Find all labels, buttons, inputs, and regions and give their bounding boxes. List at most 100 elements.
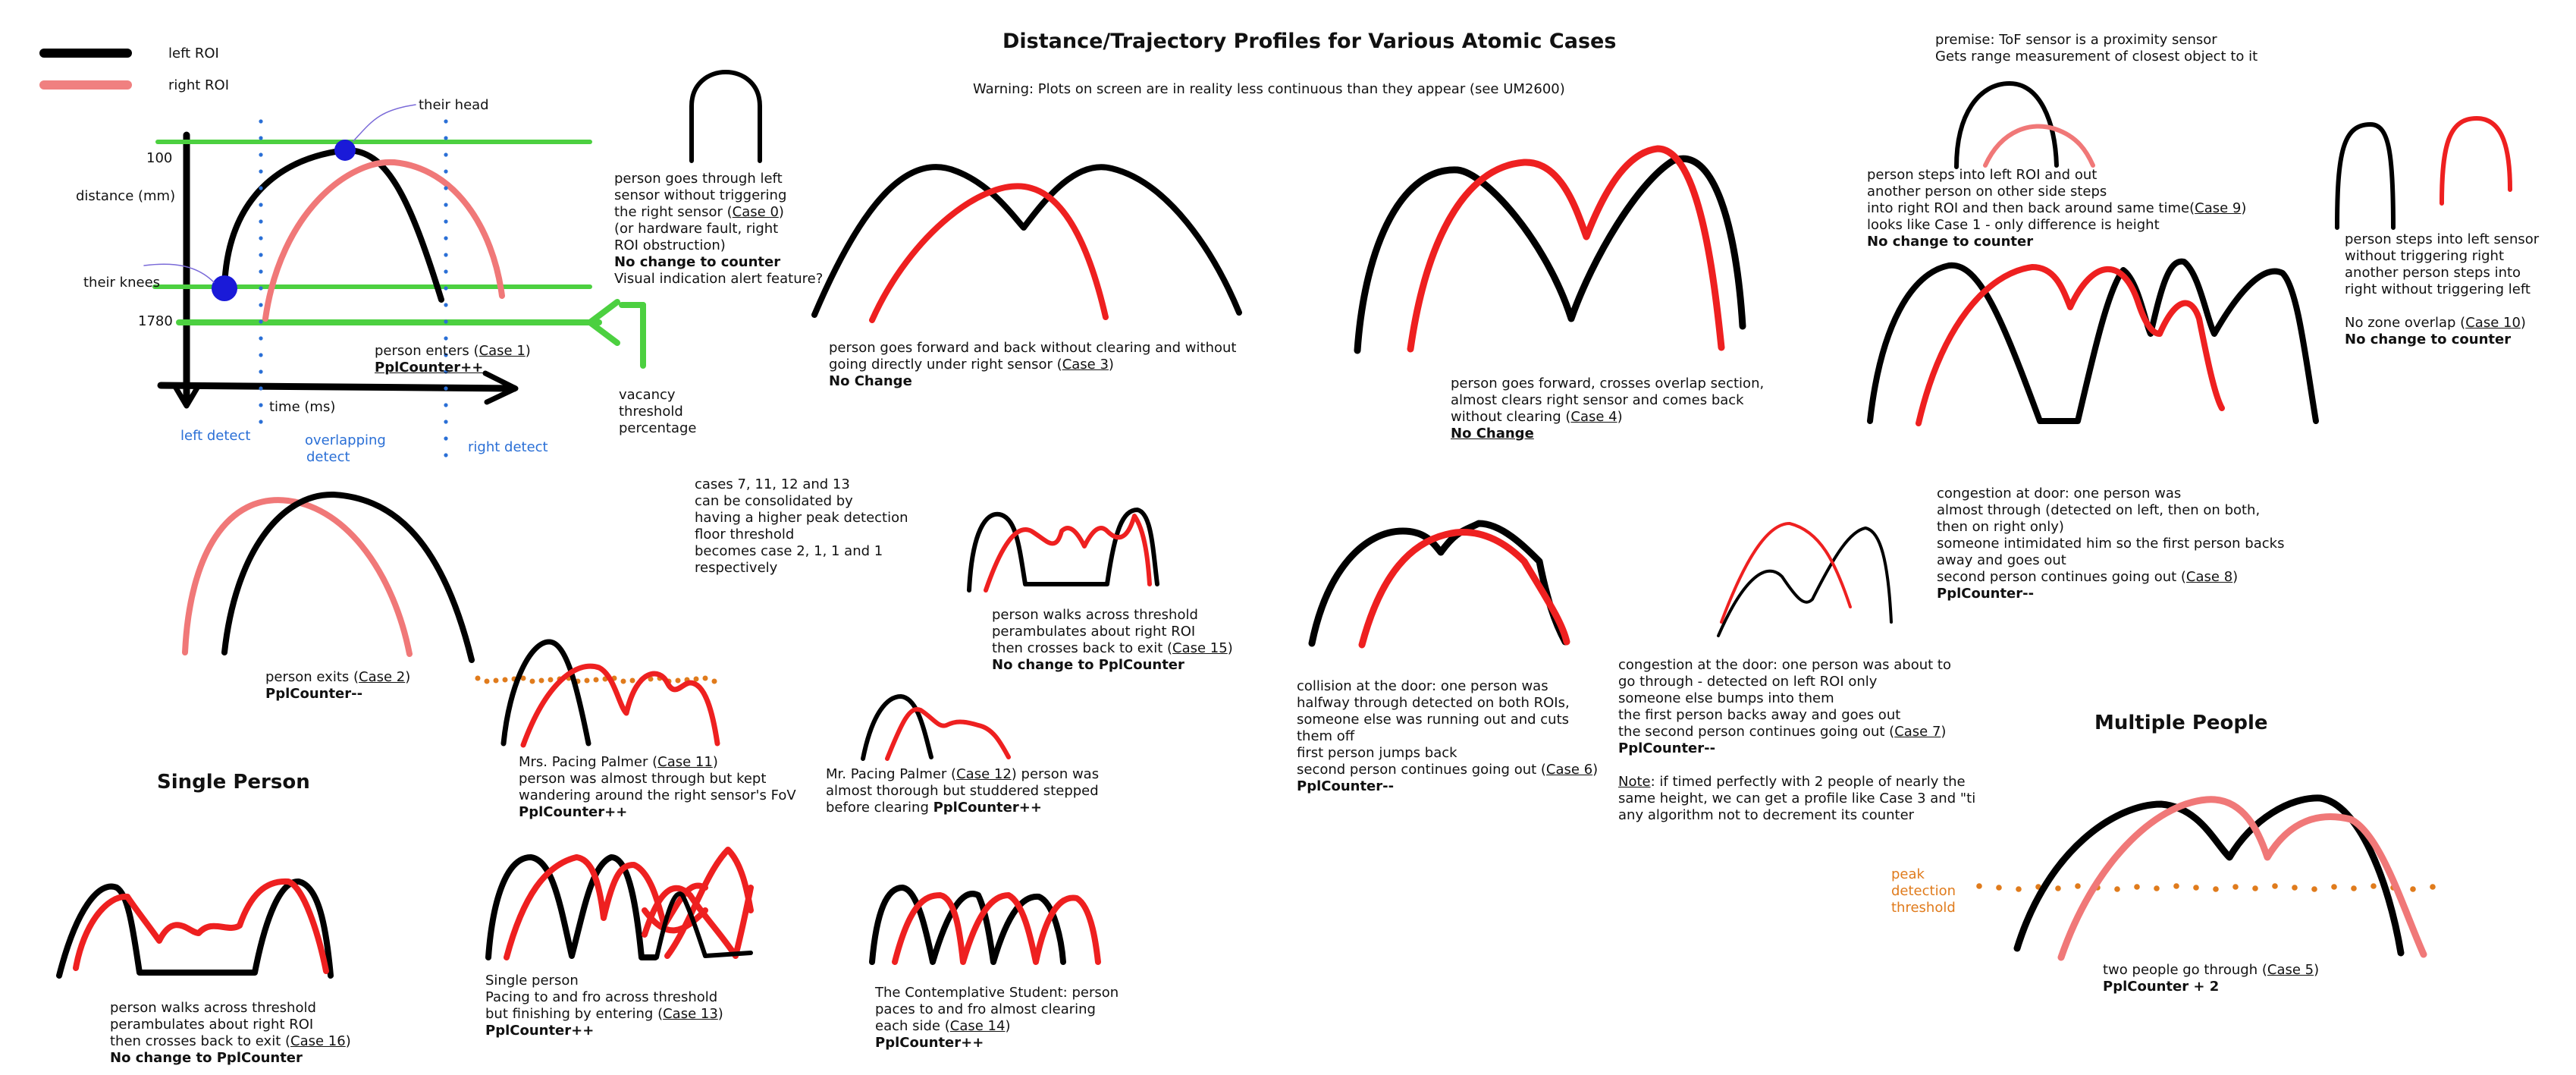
left-detect-dot [259,336,263,341]
vacancy-arrowhead [587,299,620,346]
c10-close: ) [2520,315,2526,331]
c14-l2: paces to and fro almost clearing [875,1001,1096,1017]
c3-close: ) [1108,357,1114,372]
c8-case: Case 8 [2185,569,2233,585]
case13-black-curve [485,854,658,960]
case11-threshold-dot [675,677,681,684]
case5-threshold-dot [2272,883,2278,889]
c0-l6: Visual indication alert feature? [614,271,824,287]
case10-red-curve [2440,116,2512,206]
c15-l3: then crosses back to exit ( [992,640,1173,656]
case11-threshold-dot [620,678,626,684]
c8-l1: congestion at door: one person was [1937,486,2182,501]
case3-black-curve [811,164,1242,318]
case5-threshold-dot [2173,883,2179,889]
cons-l2: can be consolidated by [695,493,853,509]
pt-l1: peak [1891,866,1925,882]
case5-threshold-dot [2410,886,2416,892]
c0-close: ) [778,204,784,220]
c14-l1: The Contemplative Student: person [875,985,1119,1001]
case12-red-curve [885,707,1011,761]
case15-black-curve [967,508,1159,593]
c11-case: Case 11 [657,754,713,770]
c15-l1: person walks across threshold [992,607,1198,623]
case11-threshold-dot [493,677,499,684]
case11-threshold-dot [520,675,526,681]
c7-case: Case 7 [1894,724,1941,740]
c7-l3: someone else bumps into them [1618,690,1834,706]
c7-l2: go through - detected on left ROI only [1618,674,1878,690]
legend-right-label: right ROI [168,77,229,93]
c16-close: ) [345,1033,351,1049]
c16-l2: perambulates about right ROI [110,1017,314,1033]
c7-note-label: Note [1618,774,1651,790]
c7-close: ) [1941,724,1947,740]
right-detect-dot [444,336,448,341]
case3-red-curve [869,183,1109,323]
c4-l3: without clearing ( [1451,409,1571,425]
c13-result: PplCounter++ [485,1023,595,1039]
c15-case: Case 15 [1172,640,1228,656]
right-detect-dot [444,436,448,441]
right-detect-dot [444,353,448,357]
left-detect-dot [259,119,263,124]
case5-threshold-dot [2252,885,2258,891]
c3-result: No Change [829,373,912,389]
cons-l1: cases 7, 11, 12 and 13 [695,476,850,492]
c1-result: PplCounter++ [375,360,484,376]
c13-l1: Single person [485,973,579,989]
right-detect-dot [444,303,448,307]
left-detect-dot [259,136,263,140]
case4-black-curve [1354,155,1746,354]
c14-close: ) [1005,1018,1011,1034]
c2-text: person exits ( [265,669,359,685]
case4-red-curve [1407,145,1725,353]
c9-l2: another person on other side steps [1867,184,2107,200]
c16-l1: person walks across threshold [110,1000,316,1016]
c5-result: PplCounter + 2 [2103,979,2220,995]
c8-l6: second person continues going out ( [1937,569,2186,585]
premise-line-2: Gets range measurement of closest object… [1935,49,2258,64]
right-detect-dot [444,420,448,424]
case5-pink-curve [2057,796,2427,961]
left-detect-dot [259,319,263,324]
c11-close: ) [712,754,718,770]
c12-case: Case 12 [956,766,1012,782]
c6-l6: second person continues going out ( [1297,762,1546,778]
c10-case: Case 10 [2465,315,2521,331]
cons-l3: having a higher peak detection [695,510,908,526]
caption-case-15: person walks across threshold perambulat… [992,607,1233,674]
c13-case: Case 13 [663,1006,718,1022]
c0-l3: the right sensor ( [614,204,733,220]
caption-case-2: person exits (Case 2) PplCounter-- [265,669,410,703]
c7-n1: : if timed perfectly with 2 people of ne… [1650,774,1966,790]
case5-black-curve [2013,794,2405,957]
c6-l5: first person jumps back [1297,745,1457,761]
c0-l1: person goes through left [614,171,783,187]
c10-l5: No zone overlap ( [2345,315,2466,331]
right-detect-dot [444,319,448,324]
caption-case-8: congestion at door: one person was almos… [1937,486,2284,602]
c10-l4: right without triggering left [2345,281,2531,297]
premise-line-1: premise: ToF sensor is a proximity senso… [1935,32,2217,48]
c7-n2: same height, we can get a profile like C… [1618,791,1976,806]
left-detect-dot [259,386,263,391]
left-detect-dot [259,269,263,274]
caption-case-0: person goes through left sensor without … [614,171,823,288]
case5-threshold-dot [2213,886,2219,892]
right-detect-dot [444,236,448,240]
c4-close: ) [1617,409,1623,425]
caption-case-14: The Contemplative Student: person paces … [875,985,1119,1051]
caption-case-7: congestion at the door: one person was a… [1618,657,1978,824]
case5-threshold-dot [2351,885,2357,891]
c7-l5: the second person continues going out ( [1618,724,1895,740]
right-detect-dot [444,152,448,157]
c0-l2: sensor without triggering [614,187,787,203]
vacancy-line-2: threshold [619,404,683,420]
case2-pink-curve [182,497,413,657]
c11-result: PplCounter++ [519,804,628,820]
page-title: Distance/Trajectory Profiles for Various… [1002,30,1617,53]
c0-l4: (or hardware fault, right [614,221,779,237]
c12-l3: before clearing [826,800,933,816]
